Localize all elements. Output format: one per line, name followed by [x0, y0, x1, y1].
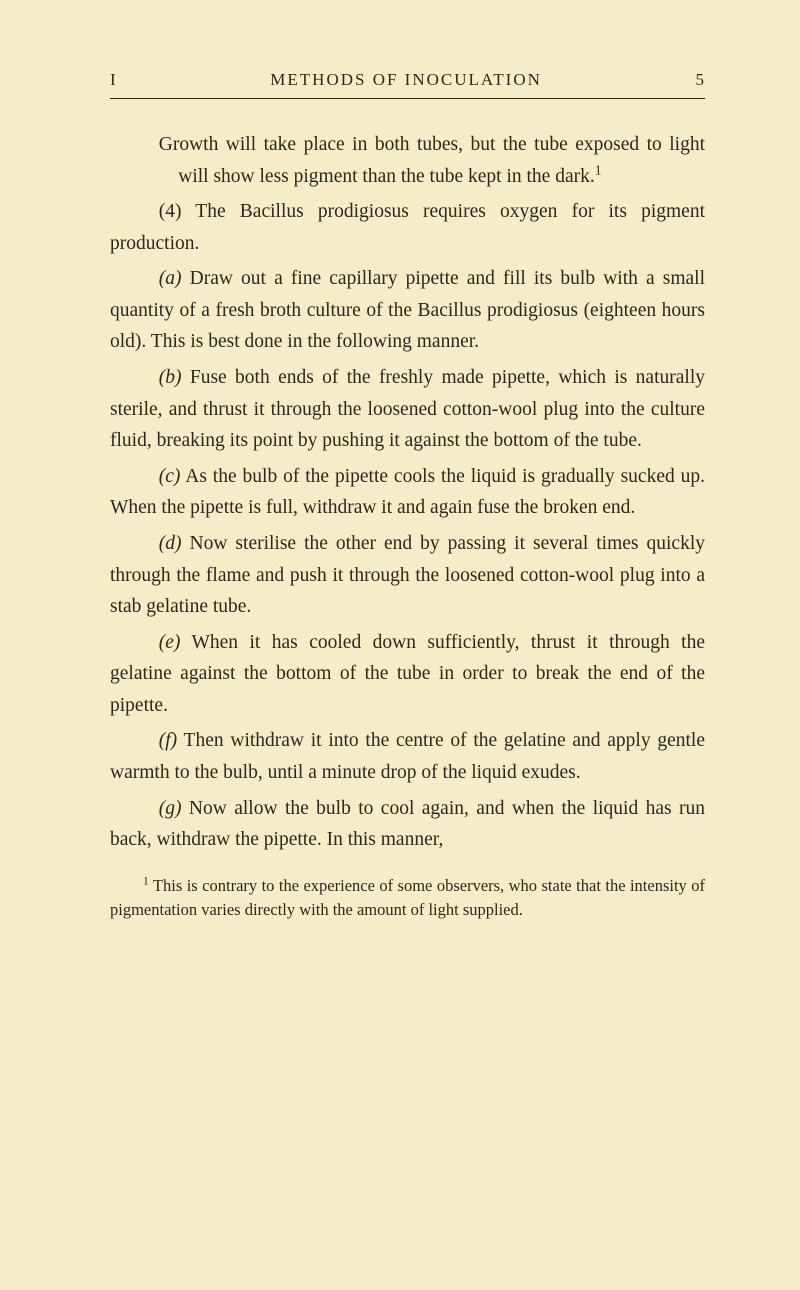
- paragraph-f: (f) Then withdraw it into the centre of …: [110, 725, 705, 788]
- text: Then withdraw it into the centre of the …: [110, 730, 705, 783]
- item-label-c: (c): [159, 466, 181, 487]
- chapter-number: I: [110, 70, 117, 90]
- item-label-f: (f): [159, 730, 177, 751]
- footnote-1: 1 This is contrary to the experience of …: [110, 874, 705, 922]
- footnote-text: This is contrary to the experience of so…: [110, 876, 705, 919]
- paragraph-a: (a) Draw out a fine capillary pipette an…: [110, 263, 705, 358]
- text: Fuse both ends of the freshly made pipet…: [110, 367, 705, 451]
- paragraph-g: (g) Now allow the bulb to cool again, an…: [110, 793, 705, 856]
- text: As the bulb of the pipette cools the liq…: [110, 466, 705, 519]
- running-title: METHODS OF INOCULATION: [117, 70, 696, 90]
- text: Growth will take place in both tubes, bu…: [159, 134, 705, 187]
- item-label-g: (g): [159, 798, 182, 819]
- item-label-d: (d): [159, 533, 182, 554]
- item-label-b: (b): [159, 367, 182, 388]
- text: When it has cooled down sufficiently, th…: [110, 632, 705, 716]
- text: Now allow the bulb to cool again, and wh…: [110, 798, 705, 851]
- paragraph-c: (c) As the bulb of the pipette cools the…: [110, 461, 705, 524]
- paragraph-e: (e) When it has cooled down sufficiently…: [110, 627, 705, 722]
- item-label-e: (e): [159, 632, 181, 653]
- paragraph-d: (d) Now sterilise the other end by passi…: [110, 528, 705, 623]
- text: Now sterilise the other end by passing i…: [110, 533, 705, 617]
- paragraph-4: (4) The Bacillus prodigiosus requires ox…: [110, 196, 705, 259]
- paragraph-b: (b) Fuse both ends of the freshly made p…: [110, 362, 705, 457]
- page-body: Growth will take place in both tubes, bu…: [110, 129, 705, 922]
- footnote-ref-1: 1: [595, 162, 602, 177]
- page-number: 5: [696, 70, 706, 90]
- item-label-a: (a): [159, 268, 182, 289]
- paragraph-growth: Growth will take place in both tubes, bu…: [110, 129, 705, 192]
- text: Draw out a fine capillary pipette and fi…: [110, 268, 705, 352]
- running-header: I METHODS OF INOCULATION 5: [110, 70, 705, 99]
